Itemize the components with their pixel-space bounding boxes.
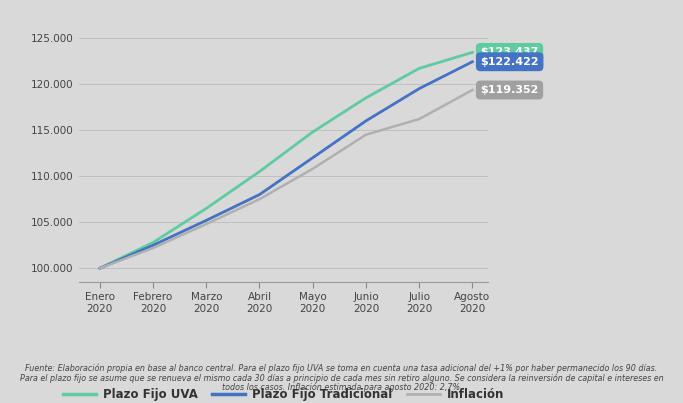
Text: todos los casos. Inflación estimada para agosto 2020: 2,7%: todos los casos. Inflación estimada para…	[223, 382, 460, 392]
Text: Fuente: Elaboración propia en base al banco central. Para el plazo fijo UVA se t: Fuente: Elaboración propia en base al ba…	[25, 364, 658, 374]
Text: Para el plazo fijo se asume que se renueva el mismo cada 30 días a principio de : Para el plazo fijo se asume que se renue…	[20, 373, 663, 383]
Text: $123.437: $123.437	[480, 48, 539, 57]
Legend: Plazo Fijo UVA, Plazo Fijo Tradicional, Inflación: Plazo Fijo UVA, Plazo Fijo Tradicional, …	[58, 383, 509, 403]
Text: $119.352: $119.352	[480, 85, 539, 95]
Text: $122.422: $122.422	[480, 57, 539, 67]
